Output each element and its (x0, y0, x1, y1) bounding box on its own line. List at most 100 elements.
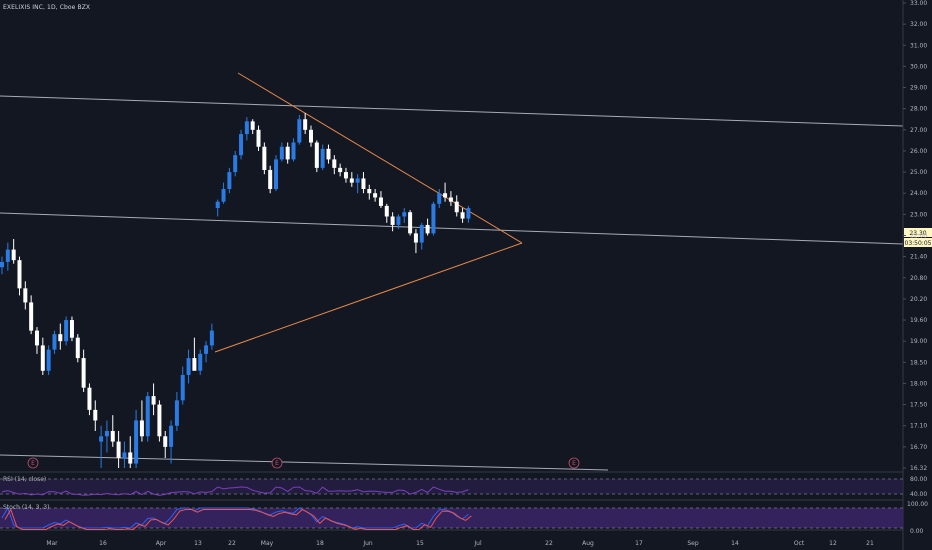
price-tick-label: 21.40 (910, 254, 927, 261)
candle (46, 349, 51, 371)
price-tick-label: 27.00 (910, 127, 927, 134)
countdown-box (904, 238, 932, 247)
time-tick-label: 15 (416, 540, 424, 547)
time-tick-label: 22 (228, 540, 236, 547)
price-tick-label: 20.80 (910, 275, 927, 282)
time-tick-label: 16 (99, 540, 107, 547)
candle (408, 212, 413, 234)
candle (192, 358, 197, 371)
candle (233, 155, 238, 173)
time-tick-label: May (261, 540, 274, 547)
chart-title: EXELIXIS INC, 1D, Cboe BZX (3, 4, 91, 11)
rsi-level-high: 80.00 (910, 476, 927, 483)
candle (425, 224, 430, 234)
price-tick-label: 17.50 (910, 402, 927, 409)
price-tick-label: 20.20 (910, 296, 927, 303)
time-tick-label: Jun (362, 540, 373, 547)
earnings-marker-label: E (572, 460, 576, 467)
candle (204, 345, 209, 354)
time-tick-label: 21 (866, 540, 874, 547)
stoch-level-high: 100.00 (907, 501, 928, 508)
candle (326, 148, 331, 160)
candle (361, 178, 366, 189)
candle (23, 288, 28, 303)
price-tick-label: 19.00 (910, 338, 927, 345)
candle (308, 129, 313, 143)
candle (314, 142, 319, 168)
stoch-level-low: 0.00 (910, 528, 924, 535)
candle (11, 249, 16, 261)
earnings-marker[interactable] (27, 457, 39, 469)
candle (139, 420, 144, 437)
candle (29, 302, 34, 331)
candle (58, 334, 63, 342)
candle (466, 208, 471, 219)
candle (116, 441, 121, 458)
time-tick-label: 12 (829, 540, 837, 547)
candle (110, 431, 115, 442)
candle (40, 345, 45, 371)
price-tick-label: 16.70 (910, 444, 927, 451)
time-tick-label: 17 (635, 540, 643, 547)
candle (122, 452, 127, 458)
candle (256, 129, 261, 147)
time-tick-label: Apr (156, 540, 167, 547)
candle (64, 320, 69, 342)
resistance-line[interactable] (0, 95, 904, 127)
stoch-title[interactable]: Stoch (14, 3, 3) (3, 504, 50, 511)
candle (169, 425, 174, 447)
price-tick-label: 24.00 (910, 190, 927, 197)
time-tick-label: 14 (731, 540, 739, 547)
candle (343, 172, 348, 179)
price-axis[interactable]: 33.00 32.00 31.00 30.00 29.00 28.00 27.00 26.00… (903, 0, 927, 472)
candle (402, 212, 407, 217)
rsi-title[interactable]: RSI (14, close) (3, 476, 47, 483)
candle (17, 260, 22, 289)
support-line[interactable] (0, 212, 904, 245)
price-tick-label: 31.00 (910, 42, 927, 49)
candle (320, 148, 325, 168)
lower-trendline[interactable] (214, 242, 523, 353)
candle (34, 330, 39, 346)
candle (443, 193, 448, 198)
earnings-marker[interactable] (568, 457, 580, 469)
earnings-marker[interactable] (271, 457, 283, 469)
candle (186, 358, 191, 375)
last-price-box (904, 228, 932, 237)
rsi-line (1, 486, 469, 496)
price-tick-label: 33.00 (910, 0, 927, 7)
candle (303, 119, 308, 130)
candle (291, 142, 296, 160)
candle (262, 146, 267, 170)
candle (69, 320, 74, 338)
time-tick-label: 18 (316, 540, 324, 547)
candle (419, 224, 424, 243)
candle (297, 119, 302, 143)
candle (134, 420, 139, 464)
candle (99, 436, 104, 442)
price-tick-label: 18.50 (910, 359, 927, 366)
time-tick-label: Oct (794, 540, 805, 547)
candle (145, 396, 150, 437)
candle (384, 205, 389, 217)
candle (437, 193, 442, 204)
candle (454, 201, 459, 213)
candle (268, 169, 273, 189)
candle (5, 249, 10, 262)
candle (180, 375, 185, 401)
price-tick-label: 28.00 (910, 106, 927, 113)
time-axis[interactable]: Mar 16 Apr 13 22 May 18 Jun 15 Jul 22 Aug 17 Sep 14 Oct… (46, 540, 874, 547)
time-tick-label: 13 (194, 540, 202, 547)
price-tick-label: 23.00 (910, 211, 927, 218)
candle (75, 337, 80, 359)
candle (221, 189, 226, 202)
price-tick-label: 30.00 (910, 63, 927, 70)
price-tick-label: 16.32 (910, 465, 927, 472)
upper-trendline[interactable] (237, 72, 523, 244)
candle (128, 452, 133, 464)
price-tick-label: 18.00 (910, 380, 927, 387)
candle (157, 404, 162, 437)
candle (215, 201, 220, 209)
candle (81, 358, 86, 388)
